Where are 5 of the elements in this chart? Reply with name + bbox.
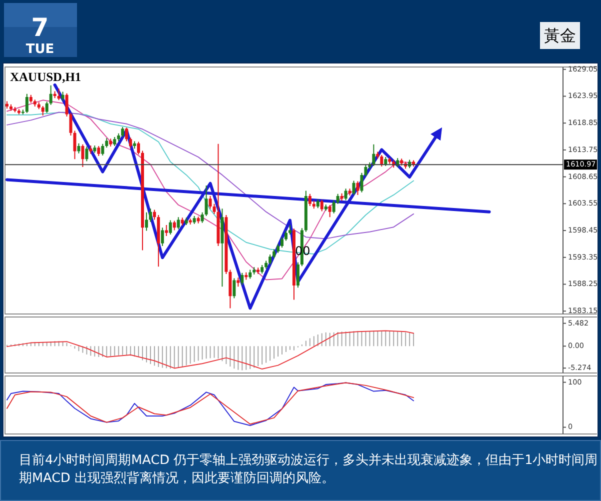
text: 黃金 (544, 26, 576, 45)
text: 目前4小时时间周期MACD 仍于零轴上强劲驱动波运行，多头并未出现衰减迹象，但由于1小时时间周期MACD 出现强烈背离情况，因此要谨防回调的风险。 (19, 452, 599, 488)
chart-title: XAUUSD,H1 (10, 70, 82, 84)
text: TUE (26, 42, 54, 57)
text: 7 (31, 13, 49, 42)
